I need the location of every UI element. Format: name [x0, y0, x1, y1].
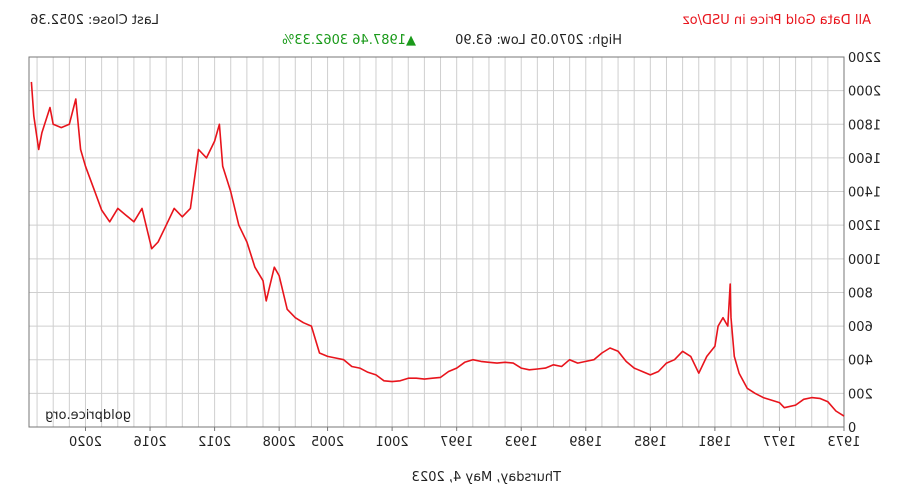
y-tick-label: 600 — [848, 320, 873, 335]
x-tick-label: 1973 — [827, 435, 860, 450]
date-label: Thursday, May 4, 2023 — [412, 470, 562, 485]
grid-lines — [29, 56, 845, 428]
y-tick-label: 1400 — [848, 186, 881, 201]
x-axis: 1973 1977 1981 1985 1989 1993 1997 2001 2005 2008… — [69, 427, 861, 450]
x-tick-label: 1993 — [505, 435, 538, 450]
x-tick-label: 2008 — [263, 435, 296, 450]
watermark-label: goldprice.org — [45, 408, 131, 423]
y-tick-label: 800 — [848, 286, 873, 301]
y-tick-label: 2200 — [848, 51, 881, 66]
x-tick-label: 1977 — [763, 435, 796, 450]
y-axis: 0 200 400 600 800 1000 1200 1400 1600 1800 2000 220… — [848, 51, 881, 436]
x-tick-label: 2012 — [198, 435, 231, 450]
x-tick-label: 2001 — [376, 435, 409, 450]
y-tick-label: 1000 — [848, 253, 881, 268]
chart-title: All Data Gold Price in USD/oz — [683, 13, 871, 28]
x-tick-label: 1989 — [569, 435, 602, 450]
y-tick-label: 1600 — [848, 152, 881, 167]
x-tick-label: 1997 — [440, 435, 473, 450]
x-tick-label: 2020 — [69, 435, 102, 450]
y-tick-label: 0 — [848, 421, 856, 436]
y-tick-label: 2000 — [848, 85, 881, 100]
x-tick-label: 2005 — [311, 435, 344, 450]
x-tick-label: 2016 — [133, 435, 166, 450]
last-close-label: Last Close: 2052.36 — [30, 13, 159, 28]
x-tick-label: 1985 — [634, 435, 667, 450]
x-tick-label: 1981 — [698, 435, 731, 450]
gold-price-line — [30, 81, 845, 417]
plot-border — [28, 56, 845, 428]
y-tick-label: 200 — [848, 387, 873, 402]
y-tick-label: 1200 — [848, 219, 881, 234]
plot-frame — [28, 56, 845, 428]
change-label: ▲1987.46 3062.33% — [282, 33, 416, 48]
series-layer — [30, 81, 845, 417]
y-tick-label: 400 — [848, 354, 873, 369]
high-low-label: High: 2070.05 Low: 63.90 — [455, 33, 622, 48]
y-tick-label: 1800 — [848, 118, 881, 133]
